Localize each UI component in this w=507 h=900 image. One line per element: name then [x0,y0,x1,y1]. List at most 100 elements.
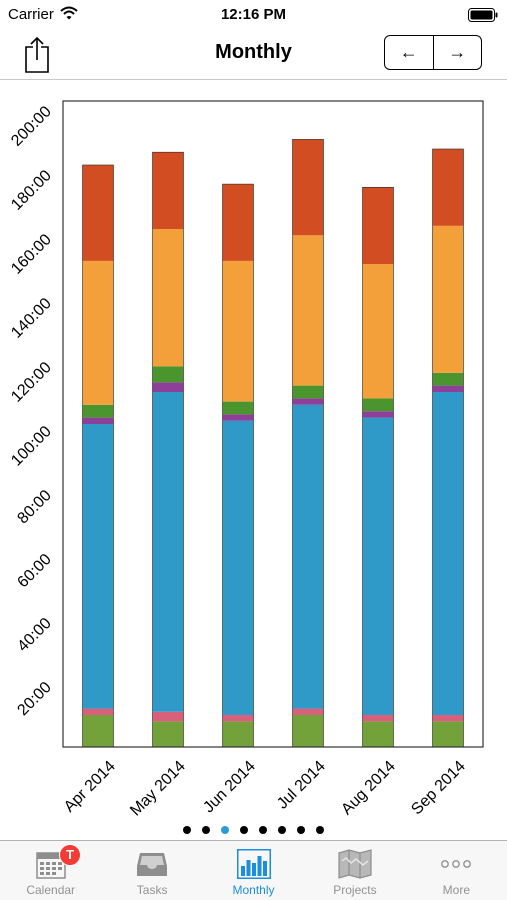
page-dot[interactable] [297,826,305,834]
period-navigation: ← → [384,35,482,70]
y-tick-label: 40:00 [14,615,54,655]
page-dot[interactable] [183,826,191,834]
tab-projects[interactable]: Projects [304,841,405,900]
x-tick-label: Jun 2014 [200,758,259,817]
bar-segment [222,414,254,421]
bar-segment [152,228,184,367]
bar-segment [292,235,324,386]
bar-segment [82,424,114,709]
y-tick-label: 60:00 [14,551,54,591]
map-icon [338,849,372,879]
bar-segment [222,260,254,402]
bar-segment [362,264,394,399]
bar-segment [362,398,394,412]
bar-segment [152,152,184,229]
bar-segment [82,417,114,424]
page-dot[interactable] [316,826,324,834]
bar-segment [362,715,394,722]
bar-segment [432,225,464,373]
y-tick-label: 100:00 [8,423,55,470]
y-tick-label: 120:00 [8,359,55,406]
bar-segment [82,404,114,418]
status-time: 12:16 PM [220,6,287,23]
battery-icon [468,8,498,22]
tab-monthly[interactable]: Monthly [203,841,304,900]
x-tick-label: Apr 2014 [61,758,119,816]
bars-layer [82,139,464,748]
bar-segment [292,385,324,399]
y-tick-label: 140:00 [8,295,55,342]
bar-segment [432,392,464,715]
tab-more[interactable]: More [406,841,507,900]
tab-tasks[interactable]: Tasks [101,841,202,900]
bar-segment [362,187,394,265]
tab-projects-label: Projects [333,883,377,897]
bar-segment [292,715,324,747]
bar-segment [432,721,464,747]
page-indicator[interactable] [0,826,507,836]
calendar-badge: T [59,844,81,866]
share-button[interactable] [20,34,54,74]
bar-segment [432,715,464,722]
next-period-button[interactable]: → [432,36,482,69]
bar-segment [222,715,254,722]
bar-segment [362,411,394,418]
page-dot[interactable] [278,826,286,834]
tab-calendar-label: Calendar [26,883,76,897]
x-tick-label: Sep 2014 [408,758,469,819]
y-tick-label: 80:00 [14,487,54,527]
inbox-tray-icon [137,853,168,876]
bar-segment [222,401,254,415]
bar-segment [432,385,464,392]
page-title: Monthly [215,41,292,63]
bar-segment [82,260,114,405]
bar-segment [82,715,114,747]
x-tick-label: Aug 2014 [338,758,399,819]
bar-segment [82,708,114,715]
bar-segment [152,366,184,383]
bar-segment [432,372,464,386]
tab-calendar[interactable]: Calendar T [0,841,101,900]
y-axis-ticks: 20:00 40:00 60:00 80:00 100:00 120:00 140:00 16… [8,103,55,719]
arrow-right-icon: → [448,42,467,62]
bar-segment [222,184,254,261]
y-tick-label: 20:00 [14,679,54,719]
more-dots-icon [441,860,472,868]
bar-segment [362,721,394,747]
bar-segment [152,392,184,712]
bar-segment [292,404,324,709]
y-tick-label: 200:00 [8,103,55,150]
page-dot[interactable] [221,826,229,834]
page-dot[interactable] [259,826,267,834]
bar-segment [152,711,184,722]
page-dot[interactable] [240,826,248,834]
bar-chart-icon [236,849,271,879]
x-tick-label: Jul 2014 [274,758,329,813]
tab-tasks-label: Tasks [136,883,168,897]
y-tick-label: 160:00 [8,231,55,278]
calendar-icon [35,852,66,879]
bar-segment [82,165,114,261]
monthly-stacked-bar-chart: 20:00 40:00 60:00 80:00 100:00 120:00 140:00 16… [8,100,484,820]
status-bar: Carrier 12:16 PM [0,0,507,30]
bar-segment [222,721,254,747]
page-dot[interactable] [202,826,210,834]
x-axis-ticks: Apr 2014 May 2014 Jun 2014 Jul 2014 Aug 2014… [61,758,469,820]
y-tick-label: 180:00 [8,167,55,214]
previous-period-button[interactable]: ← [385,36,433,69]
tab-bar: Calendar T Tasks Monthly [0,840,507,900]
bar-segment [432,149,464,226]
tab-more-label: More [442,883,470,897]
x-tick-label: May 2014 [127,758,189,820]
bar-segment [292,708,324,715]
bar-segment [222,420,254,715]
bar-segment [292,398,324,405]
navigation-bar: Monthly ← → [0,30,507,80]
bar-segment [152,382,184,392]
plot-frame [62,100,484,748]
carrier-label: Carrier [8,6,54,23]
arrow-left-icon: ← [399,42,418,62]
wifi-icon [60,6,78,20]
tab-monthly-label: Monthly [232,883,275,897]
bar-segment [292,139,324,236]
